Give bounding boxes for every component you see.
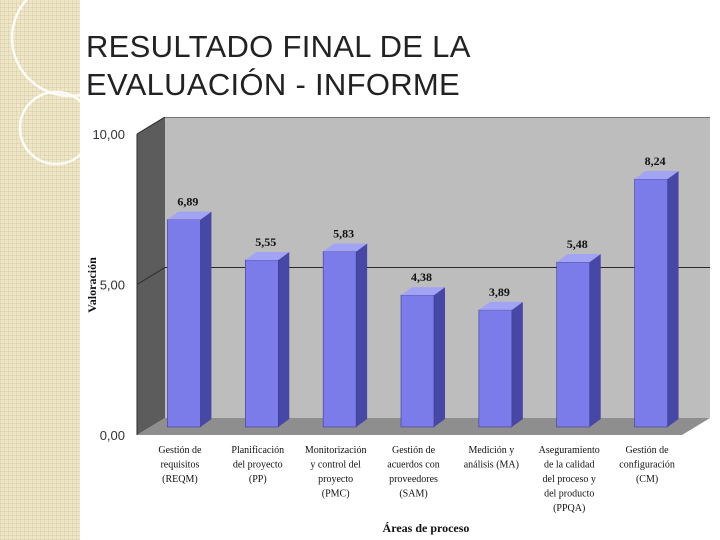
bar-chart: 0,00 5,00 10,00 6,89 Gestión de requisitos (RE… xyxy=(80,117,720,540)
y-tick-label-0: 0,00 xyxy=(100,428,125,443)
bar-top-3 xyxy=(401,287,445,296)
x-tick-label-0: Gestión de requisitos (REQM) xyxy=(158,445,202,485)
data-label-0: 6,89 xyxy=(177,195,198,209)
bar-top-6 xyxy=(634,170,679,179)
x-tick-label-4: Medición y análisis (MA) xyxy=(464,445,519,471)
data-label-1: 5,55 xyxy=(255,235,276,249)
bar-0 xyxy=(167,219,201,428)
bar-side-3 xyxy=(434,287,445,427)
x-tick-label-3: Gestión de acuerdos con proveedores (SAM) xyxy=(387,445,439,500)
title-line-2: EVALUACIÓN - INFORME xyxy=(86,67,461,102)
chart-canvas: 0,00 5,00 10,00 6,89 Gestión de requisitos (RE… xyxy=(85,117,710,535)
x-axis-title: Áreas de proceso xyxy=(383,521,470,535)
data-label-5: 5,48 xyxy=(567,237,588,251)
title-line-1: RESULTADO FINAL DE LA xyxy=(86,29,471,64)
bar-side-0 xyxy=(200,211,212,427)
bar-side-1 xyxy=(278,251,290,427)
y-tick-label-2: 10,00 xyxy=(92,127,125,142)
data-label-3: 4,38 xyxy=(411,270,432,284)
x-tick-label-1: Planificación del proyecto (PP) xyxy=(231,445,284,485)
y-tick-label-1: 5,00 xyxy=(100,278,125,293)
bar-side-6 xyxy=(667,170,679,427)
bar-side-2 xyxy=(356,243,368,427)
bar-top-2 xyxy=(323,243,368,252)
bar-top-1 xyxy=(245,251,290,260)
data-label-6: 8,24 xyxy=(645,154,666,168)
bar-5 xyxy=(556,261,591,428)
bar-top-5 xyxy=(556,254,601,263)
data-label-4: 3,89 xyxy=(489,285,510,299)
bar-3 xyxy=(400,294,435,428)
page-title: RESULTADO FINAL DE LA EVALUACIÓN - INFOR… xyxy=(86,28,471,104)
gridline-1 xyxy=(136,267,710,285)
x-tick-label-6: Gestión de configuración (CM) xyxy=(619,445,675,485)
bar-side-5 xyxy=(589,254,601,427)
bar-6 xyxy=(634,178,668,428)
gridline-2 xyxy=(136,117,710,135)
data-label-2: 5,83 xyxy=(333,227,354,241)
decorative-side-band xyxy=(0,0,80,540)
bar-2 xyxy=(322,251,357,428)
bar-top-4 xyxy=(478,301,523,310)
bar-4 xyxy=(478,309,513,428)
x-tick-label-2: Monitorización y control del proyecto (PMC) xyxy=(305,445,367,500)
bar-side-4 xyxy=(511,301,523,427)
y-axis-title: Valoración xyxy=(85,257,99,313)
bar-top-0 xyxy=(167,211,212,220)
bar-1 xyxy=(244,259,279,428)
